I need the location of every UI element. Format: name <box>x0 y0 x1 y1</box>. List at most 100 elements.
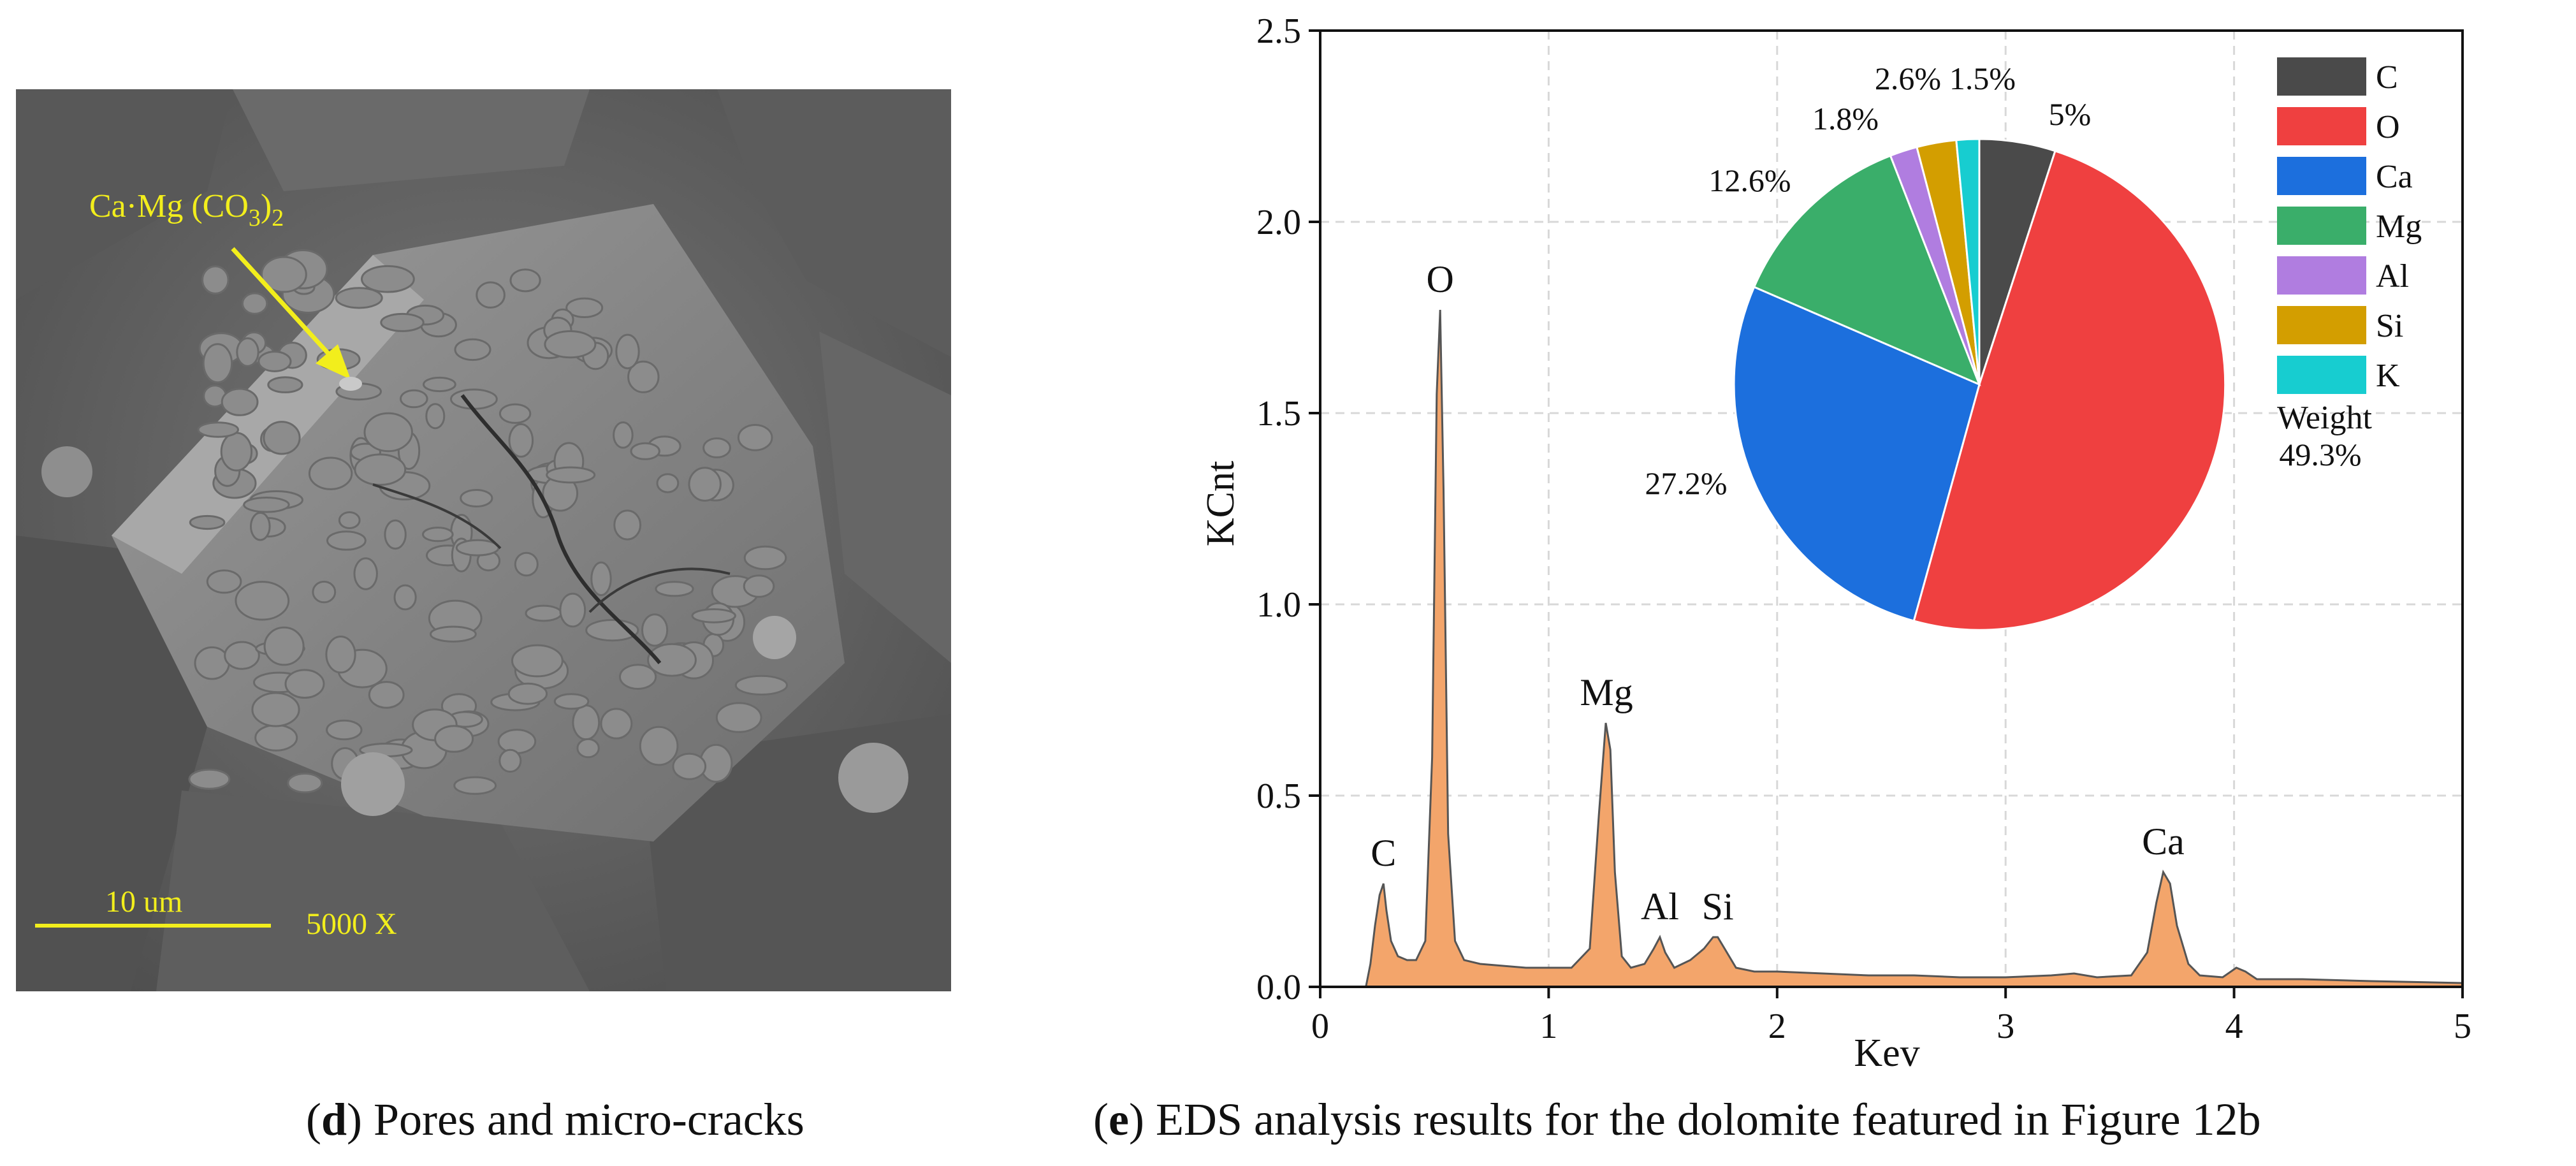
legend-label: Si <box>2376 308 2403 344</box>
sem-grain <box>197 421 239 438</box>
peak-label: C <box>1371 832 1396 874</box>
sem-grain <box>613 421 634 449</box>
sem-grain <box>613 509 642 541</box>
sem-grain <box>476 281 506 309</box>
sem-grain <box>508 423 534 458</box>
caption-d-letter: d <box>321 1094 347 1145</box>
sem-grain <box>639 725 679 766</box>
sem-grain <box>206 569 242 594</box>
sem-grain <box>241 292 268 315</box>
sem-grain <box>656 473 680 493</box>
sem-grain <box>702 437 731 458</box>
sem-grain <box>546 466 596 484</box>
sem-grain <box>235 581 290 621</box>
sem-grain <box>553 693 590 710</box>
peak-labels: C O Mg Al Si Ca <box>1371 258 2185 928</box>
scale-bar-label: 10 um <box>105 885 182 919</box>
pie-slice-ca <box>1733 286 1981 622</box>
sem-grain <box>691 608 736 623</box>
sem-grain <box>600 708 633 740</box>
x-tick-label: 3 <box>1997 1007 2014 1046</box>
sem-grain <box>338 511 361 529</box>
sem-grain <box>261 256 307 293</box>
legend-swatch-o <box>2277 107 2366 145</box>
sem-texture: Ca·Mg (CO3)2 10 um 5000 X <box>16 89 951 991</box>
sem-grain <box>188 768 231 790</box>
sem-grain <box>737 424 773 451</box>
sem-grain <box>430 625 477 643</box>
peak-label: Al <box>1641 885 1679 928</box>
caption-d: (d) Pores and micro-cracks <box>306 1094 804 1145</box>
sem-grain <box>308 456 353 490</box>
sem-grain <box>326 719 363 741</box>
sem-grain <box>425 403 446 430</box>
x-tick-label: 0 <box>1311 1007 1329 1046</box>
legend-swatch-al <box>2277 256 2366 295</box>
sem-grain <box>559 592 586 628</box>
mineral-annotation: Ca·Mg (CO3)2 <box>89 188 284 231</box>
sem-grain <box>361 265 415 293</box>
sem-grain <box>263 421 301 455</box>
sem-grain <box>734 674 789 696</box>
y-tick-label: 0.0 <box>1256 968 1301 1007</box>
sem-grain <box>335 287 383 309</box>
sem-grain <box>325 636 356 674</box>
sem-grain <box>284 669 325 699</box>
pie-slice-k <box>1955 138 1981 385</box>
sem-grain <box>630 442 660 460</box>
x-tick-label: 4 <box>2225 1007 2243 1046</box>
legend-swatch-c <box>2277 57 2366 96</box>
sem-grain <box>221 388 259 416</box>
sem-grain <box>590 561 612 597</box>
sem-grain <box>619 664 657 690</box>
legend-label: Al <box>2376 258 2409 295</box>
plot-frame <box>1319 29 2464 988</box>
sem-grain <box>647 643 697 677</box>
sem-grain <box>326 530 367 551</box>
sem-grain <box>641 613 669 647</box>
y-tick-label: 1.0 <box>1256 585 1301 625</box>
sem-grain <box>400 389 428 409</box>
sem-grain <box>287 773 323 794</box>
pie-value-label: 49.3% <box>2279 437 2361 472</box>
y-axis-title: KCnt <box>1199 461 1242 546</box>
y-tick-label: 2.0 <box>1256 203 1301 242</box>
sem-grain <box>453 776 497 795</box>
sem-grain <box>507 682 548 705</box>
peak-label: Mg <box>1580 671 1633 713</box>
sem-grain <box>258 351 292 372</box>
chart-axes: 0 1 2 3 4 5 0.0 0.5 1.0 1.5 2.0 2.5 <box>1256 11 2471 1046</box>
sem-grain <box>224 641 260 670</box>
caption-e-text: EDS analysis results for the dolomite fe… <box>1144 1094 2261 1145</box>
sem-grain <box>743 574 775 598</box>
legend-label: C <box>2376 59 2398 96</box>
sem-grain <box>627 360 660 393</box>
legend-label: Ca <box>2376 159 2413 195</box>
sem-grain <box>672 752 707 780</box>
sem-grain <box>688 467 722 502</box>
spectrum-line <box>1365 309 2463 987</box>
sem-grain <box>201 265 229 295</box>
sem-micrograph: Ca·Mg (CO3)2 10 um 5000 X <box>16 89 951 991</box>
pie-value-label: 27.2% <box>1645 465 1727 501</box>
legend-label: K <box>2376 358 2400 394</box>
pie-value-label: 2.6% <box>1875 61 1941 96</box>
sem-grain <box>202 343 233 384</box>
pie-slice-mg <box>1752 154 1981 386</box>
spectrum <box>1365 309 2463 987</box>
magnification-label: 5000 X <box>306 907 397 941</box>
legend-label: O <box>2376 109 2400 145</box>
sem-grain <box>384 519 407 550</box>
peak-label: Si <box>1702 885 1734 928</box>
sem-grain <box>422 527 454 543</box>
sem-grain <box>715 702 762 733</box>
sem-grain <box>655 581 694 597</box>
x-axis-title: Kev <box>1854 1031 1919 1075</box>
sem-grain <box>498 403 532 424</box>
x-tick-label: 2 <box>1768 1007 1786 1046</box>
sem-grain <box>498 748 522 773</box>
pie-value-label: 1.5% <box>1949 61 2016 96</box>
sem-grain <box>511 644 564 678</box>
peak-label: O <box>1426 258 1453 300</box>
